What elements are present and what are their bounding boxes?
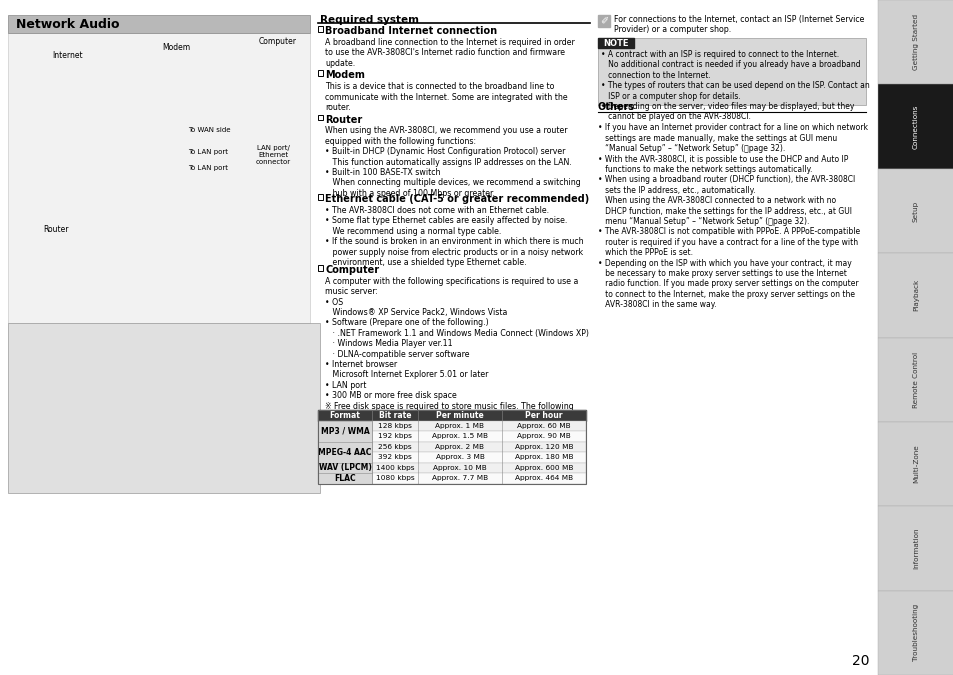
Text: Internet: Internet <box>52 51 83 59</box>
Bar <box>317 410 585 421</box>
Text: A computer with the following specifications is required to use a
music server:
: A computer with the following specificat… <box>325 277 589 421</box>
Text: When using the AVR-3808CI, we recommend you use a router
equipped with the follo: When using the AVR-3808CI, we recommend … <box>325 126 580 198</box>
Text: A broadband line connection to the Internet is required in order
to use the AVR-: A broadband line connection to the Inter… <box>325 38 575 68</box>
Text: 1080 kbps: 1080 kbps <box>375 475 414 481</box>
Text: Multi-Zone: Multi-Zone <box>912 445 918 483</box>
Text: Approx. 7.7 MB: Approx. 7.7 MB <box>432 475 488 481</box>
Text: Approx. 90 MB: Approx. 90 MB <box>517 433 570 439</box>
Text: Setup: Setup <box>912 200 918 221</box>
Text: Approx. 10 MB: Approx. 10 MB <box>433 465 486 470</box>
Bar <box>598 15 609 27</box>
Text: 256 kbps: 256 kbps <box>377 443 412 450</box>
Text: Approx. 600 MB: Approx. 600 MB <box>515 465 573 470</box>
Text: Remote Control: Remote Control <box>912 352 918 408</box>
Text: Format: Format <box>329 410 360 420</box>
Text: ✐: ✐ <box>599 16 607 26</box>
Bar <box>317 441 585 452</box>
Text: Approx. 3 MB: Approx. 3 MB <box>436 454 484 460</box>
Bar <box>877 506 953 591</box>
Bar <box>317 473 585 483</box>
Text: Troubleshooting: Troubleshooting <box>912 604 918 662</box>
Bar <box>317 421 372 441</box>
Bar <box>317 26 323 32</box>
Bar <box>877 253 953 338</box>
Text: For connections to the Internet, contact an ISP (Internet Service
Provider) or a: For connections to the Internet, contact… <box>614 15 863 34</box>
Text: Per hour: Per hour <box>525 410 562 420</box>
Bar <box>877 169 953 253</box>
Bar <box>877 0 953 84</box>
Text: Computer: Computer <box>325 265 379 275</box>
Bar <box>317 462 372 473</box>
Text: Ethernet cable (CAT-5 or greater recommended): Ethernet cable (CAT-5 or greater recomme… <box>325 194 589 205</box>
Text: This is a device that is connected to the broadband line to
communicate with the: This is a device that is connected to th… <box>325 82 568 112</box>
Bar <box>317 70 323 76</box>
Bar <box>877 338 953 422</box>
Bar <box>8 33 310 323</box>
Bar <box>877 84 953 169</box>
Text: • The AVR-3808CI does not come with an Ethernet cable.
• Some flat type Ethernet: • The AVR-3808CI does not come with an E… <box>325 206 583 267</box>
Text: Modem: Modem <box>162 43 190 53</box>
Text: Approx. 60 MB: Approx. 60 MB <box>517 423 570 429</box>
Text: Computer: Computer <box>258 38 296 47</box>
Text: Approx. 120 MB: Approx. 120 MB <box>515 443 573 450</box>
Text: Bit rate: Bit rate <box>378 410 411 420</box>
Text: Broadband Internet connection: Broadband Internet connection <box>325 26 497 36</box>
Text: Network Audio: Network Audio <box>16 18 119 30</box>
Bar <box>598 38 634 48</box>
Bar <box>317 194 323 200</box>
Text: To LAN port: To LAN port <box>188 165 228 171</box>
Text: To LAN port: To LAN port <box>188 149 228 155</box>
Text: Modem: Modem <box>325 70 365 80</box>
Bar <box>317 462 585 473</box>
Text: 192 kbps: 192 kbps <box>377 433 412 439</box>
Text: Playback: Playback <box>912 279 918 311</box>
Text: Information: Information <box>912 528 918 569</box>
Text: 392 kbps: 392 kbps <box>377 454 412 460</box>
Text: Others: Others <box>598 103 635 113</box>
Bar <box>598 38 865 105</box>
Bar <box>317 431 585 441</box>
Bar <box>317 421 585 431</box>
Text: • A contract with an ISP is required to connect to the Internet.
   No additiona: • A contract with an ISP is required to … <box>600 50 869 122</box>
Text: MP3 / WMA: MP3 / WMA <box>320 427 369 435</box>
Bar <box>317 441 372 462</box>
Text: Router: Router <box>43 225 69 234</box>
Text: To WAN side: To WAN side <box>188 127 231 133</box>
Bar <box>877 591 953 675</box>
Text: Approx. 1 MB: Approx. 1 MB <box>435 423 484 429</box>
Text: Router: Router <box>325 115 362 125</box>
Text: Approx. 464 MB: Approx. 464 MB <box>515 475 573 481</box>
Text: Connections: Connections <box>912 105 918 148</box>
Bar <box>8 323 319 493</box>
Text: 1400 kbps: 1400 kbps <box>375 465 414 470</box>
Text: • If you have an Internet provider contract for a line on which network
   setti: • If you have an Internet provider contr… <box>598 124 867 309</box>
Bar <box>317 473 372 483</box>
Bar <box>317 265 323 271</box>
Text: NOTE: NOTE <box>602 38 628 47</box>
Text: WAV (LPCM): WAV (LPCM) <box>318 463 371 472</box>
Text: FLAC: FLAC <box>334 474 355 483</box>
Bar <box>317 452 585 462</box>
Bar <box>877 422 953 506</box>
Text: Required system: Required system <box>319 15 418 25</box>
Text: Getting Started: Getting Started <box>912 14 918 70</box>
Bar <box>8 15 310 33</box>
Text: 20: 20 <box>852 654 869 668</box>
Text: Approx. 1.5 MB: Approx. 1.5 MB <box>432 433 488 439</box>
Text: Approx. 2 MB: Approx. 2 MB <box>435 443 484 450</box>
Text: LAN port/
Ethernet
connector: LAN port/ Ethernet connector <box>255 145 291 165</box>
Text: Approx. 180 MB: Approx. 180 MB <box>515 454 573 460</box>
Text: MPEG-4 AAC: MPEG-4 AAC <box>318 448 372 456</box>
Bar <box>317 410 585 483</box>
Bar <box>317 115 323 120</box>
Text: 128 kbps: 128 kbps <box>377 423 412 429</box>
Text: Per minute: Per minute <box>436 410 483 420</box>
